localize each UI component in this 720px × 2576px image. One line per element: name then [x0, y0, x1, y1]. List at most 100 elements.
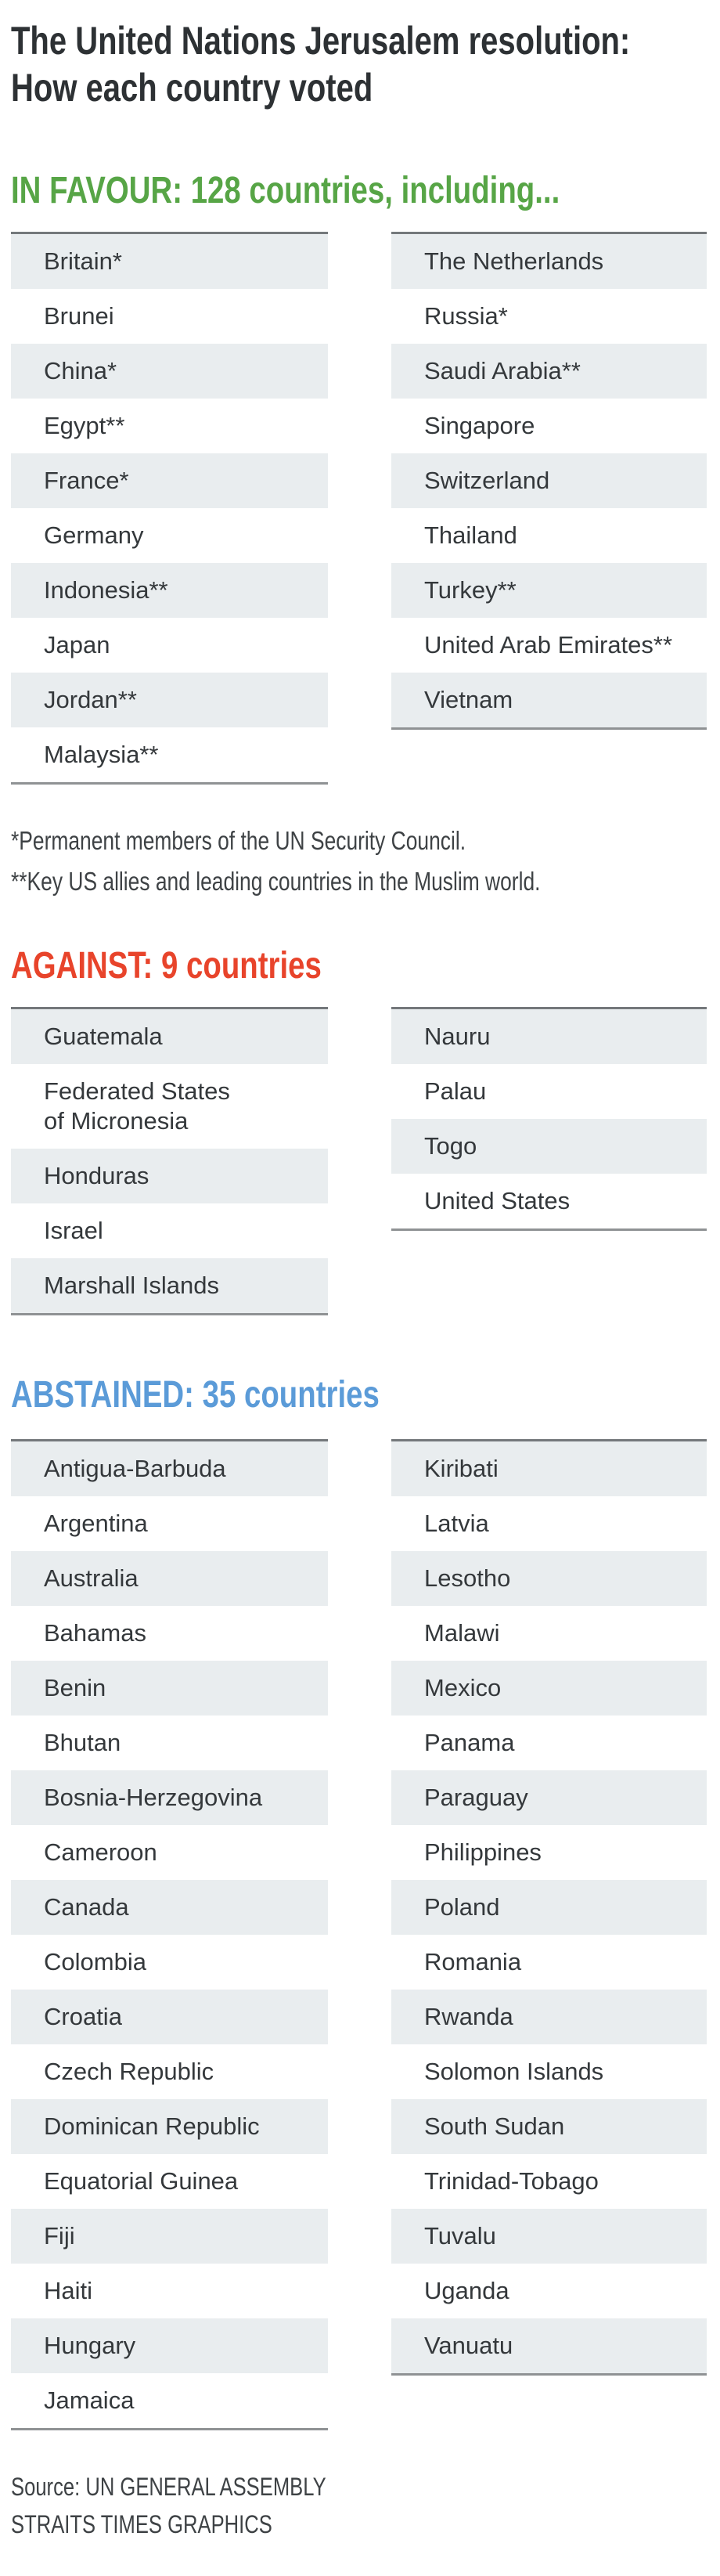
- country-label: Latvia: [424, 1510, 489, 1537]
- country-label: Kiribati: [424, 1455, 499, 1482]
- country-label: Germany: [44, 521, 144, 549]
- footnote-permanent-members-text: *Permanent members of the UN Security Co…: [11, 826, 466, 855]
- country-label: Switzerland: [424, 467, 550, 494]
- table-row: United States: [391, 1174, 707, 1228]
- abstained-column-right: Kiribati Latvia Lesotho Malawi Mexico Panama P…: [391, 1439, 707, 2376]
- country-label: Colombia: [44, 1948, 146, 1975]
- table-row: Uganda: [391, 2264, 707, 2318]
- table-row: Tuvalu: [391, 2209, 707, 2264]
- country-label: Philippines: [424, 1838, 542, 1866]
- country-label: Rwanda: [424, 2003, 513, 2030]
- country-label: Bahamas: [44, 1619, 146, 1647]
- table-row: Fiji: [11, 2209, 328, 2264]
- table-row: The Netherlands: [391, 234, 707, 289]
- footnote-permanent-members: *Permanent members of the UN Security Co…: [11, 821, 707, 861]
- country-label: Russia*: [424, 302, 508, 330]
- table-row: Switzerland: [391, 453, 707, 508]
- footnote-key-allies-text: **Key US allies and leading countries in…: [11, 867, 541, 896]
- section-header-abstained: ABSTAINED: 35 countries: [11, 1375, 707, 1416]
- country-label: Equatorial Guinea: [44, 2167, 239, 2195]
- table-row: Jamaica: [11, 2373, 328, 2428]
- abstained-column-left: Antigua-Barbuda Argentina Australia Bahamas…: [11, 1439, 328, 2430]
- table-row: Benin: [11, 1661, 328, 1716]
- table-row: Togo: [391, 1119, 707, 1174]
- table-row: South Sudan: [391, 2099, 707, 2154]
- section-in-favour: IN FAVOUR: 128 countries, including... B…: [11, 171, 707, 785]
- country-label: Tuvalu: [424, 2222, 496, 2249]
- country-label: Benin: [44, 1674, 106, 1701]
- graphics-credit-line: STRAITS TIMES GRAPHICS: [11, 2506, 707, 2543]
- table-row: Brunei: [11, 289, 328, 344]
- country-label: Vietnam: [424, 686, 513, 713]
- table-row: Trinidad-Tobago: [391, 2154, 707, 2209]
- table-row: Colombia: [11, 1935, 328, 1990]
- country-label: Guatemala: [44, 1023, 163, 1050]
- source-line-text: Source: UN GENERAL ASSEMBLY: [11, 2473, 326, 2501]
- country-label: South Sudan: [424, 2112, 565, 2140]
- table-row: Thailand: [391, 508, 707, 563]
- country-label: United Arab Emirates**: [424, 631, 673, 658]
- country-label: Egypt**: [44, 412, 125, 439]
- table-row: Jordan**: [11, 673, 328, 727]
- table-row: Honduras: [11, 1149, 328, 1203]
- table-row: Paraguay: [391, 1770, 707, 1825]
- country-label: Solomon Islands: [424, 2058, 604, 2085]
- table-row: Hungary: [11, 2318, 328, 2373]
- table-row: Haiti: [11, 2264, 328, 2318]
- table-row: Singapore: [391, 399, 707, 453]
- table-row: Latvia: [391, 1496, 707, 1551]
- country-label: Thailand: [424, 521, 517, 549]
- table-row: Saudi Arabia**: [391, 344, 707, 399]
- section-header-in-favour: IN FAVOUR: 128 countries, including...: [11, 171, 707, 211]
- table-row: Croatia: [11, 1990, 328, 2044]
- table-row: Vietnam: [391, 673, 707, 727]
- table-row: Malawi: [391, 1606, 707, 1661]
- country-label: Trinidad-Tobago: [424, 2167, 599, 2195]
- table-row: Malaysia**: [11, 727, 328, 782]
- country-label: Malaysia**: [44, 741, 159, 768]
- country-label: Honduras: [44, 1162, 149, 1189]
- country-label: Japan: [44, 631, 110, 658]
- country-label: Uganda: [424, 2277, 509, 2304]
- table-row: Britain*: [11, 234, 328, 289]
- footnotes: *Permanent members of the UN Security Co…: [11, 821, 707, 902]
- table-row: Kiribati: [391, 1441, 707, 1496]
- country-label: Federated States of Micronesia: [44, 1077, 230, 1135]
- section-header-against-label: AGAINST: 9 countries: [11, 945, 322, 987]
- table-row: Japan: [11, 618, 328, 673]
- section-header-abstained-label: ABSTAINED: 35 countries: [11, 1374, 380, 1416]
- country-label: Croatia: [44, 2003, 122, 2030]
- country-label: Malawi: [424, 1619, 500, 1647]
- table-row: Marshall Islands: [11, 1258, 328, 1313]
- table-row: Dominican Republic: [11, 2099, 328, 2154]
- table-row: Guatemala: [11, 1009, 328, 1064]
- against-column-right: Nauru Palau Togo United States: [391, 1007, 707, 1231]
- country-label: Czech Republic: [44, 2058, 214, 2085]
- country-label: Jamaica: [44, 2387, 135, 2414]
- country-label: Mexico: [424, 1674, 502, 1701]
- country-label: Bhutan: [44, 1729, 121, 1756]
- table-row: Palau: [391, 1064, 707, 1119]
- table-row: Israel: [11, 1203, 328, 1258]
- page-title-line-2: How each country voted: [11, 66, 373, 110]
- in-favour-column-left: Britain* Brunei China* Egypt** France* German…: [11, 232, 328, 785]
- country-label: Saudi Arabia**: [424, 357, 581, 384]
- source-line: Source: UN GENERAL ASSEMBLY: [11, 2468, 707, 2506]
- country-label: Romania: [424, 1948, 522, 1975]
- table-row: Poland: [391, 1880, 707, 1935]
- table-row: Antigua-Barbuda: [11, 1441, 328, 1496]
- country-label: Nauru: [424, 1023, 491, 1050]
- table-row: Bahamas: [11, 1606, 328, 1661]
- country-label: Paraguay: [424, 1784, 528, 1811]
- against-table: Guatemala Federated States of Micronesia H…: [11, 1007, 707, 1315]
- table-row: Canada: [11, 1880, 328, 1935]
- country-label: Bosnia-Herzegovina: [44, 1784, 263, 1811]
- country-label: Lesotho: [424, 1564, 511, 1592]
- table-row: Indonesia**: [11, 563, 328, 618]
- table-row: Equatorial Guinea: [11, 2154, 328, 2209]
- graphics-credit-line-text: STRAITS TIMES GRAPHICS: [11, 2510, 272, 2538]
- table-row: Cameroon: [11, 1825, 328, 1880]
- table-row: Bhutan: [11, 1716, 328, 1770]
- country-label: France*: [44, 467, 129, 494]
- country-label: China*: [44, 357, 117, 384]
